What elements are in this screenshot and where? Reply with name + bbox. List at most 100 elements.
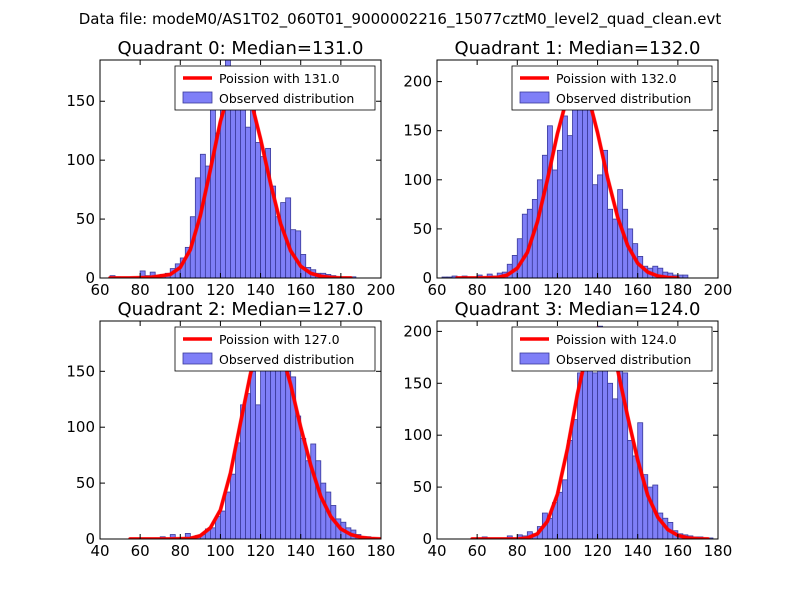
y-tick-label: 50 (76, 210, 95, 228)
histogram-bar (184, 533, 191, 539)
histogram-bar (265, 342, 272, 539)
subplot-quadrant-1: Quadrant 1: Median=132.0 60 80 100 120 140 160… (403, 38, 732, 299)
legend-label-poisson: Poission with 124.0 (556, 332, 677, 347)
legend-label-poisson: Poission with 127.0 (219, 332, 340, 347)
legend-bar-swatch (182, 91, 213, 104)
x-tick-label: 160 (286, 281, 315, 299)
axes-frame (99, 59, 382, 279)
histogram-bar (250, 370, 256, 539)
histogram-bar (235, 98, 241, 278)
x-tick-label: 80 (131, 281, 150, 299)
histogram-bar (300, 437, 307, 539)
x-tick-label: 180 (327, 281, 356, 299)
subplot-title: Quadrant 0: Median=131.0 (118, 38, 364, 59)
x-tick-label: 80 (468, 281, 487, 299)
x-tick-label: 100 (206, 542, 235, 560)
legend: Poission with 131.0 Observed distribution (174, 65, 376, 111)
x-tick-label: 100 (543, 542, 572, 560)
x-tick-label: 120 (246, 542, 275, 560)
figure-suptitle: Data file: modeM0/AS1T02_060T01_90000022… (79, 10, 722, 29)
x-tick-label: 140 (286, 542, 315, 560)
subplot-quadrant-0: Quadrant 0: Median=131.0 60 80 100 120 140 160… (66, 38, 395, 299)
x-tick-label: 120 (206, 281, 235, 299)
histogram-bar (557, 149, 563, 278)
x-tick-label: 200 (704, 281, 733, 299)
histogram-bar (245, 393, 251, 539)
histogram-bar (295, 415, 302, 539)
histogram-bar (541, 154, 548, 278)
axes-frame (436, 320, 719, 540)
histogram-bar (592, 184, 598, 278)
y-tick-label: 200 (403, 73, 432, 91)
histogram-bar (220, 510, 226, 539)
y-tick-label: 150 (66, 362, 95, 380)
y-tick-label: 0 (422, 269, 432, 287)
histogram-bar (577, 100, 583, 278)
histogram-bar (562, 479, 568, 539)
axes-frame (436, 59, 719, 279)
legend-bar-swatch (182, 352, 213, 365)
histogram-bar (597, 174, 603, 278)
x-tick-label: 40 (90, 542, 109, 560)
legend-bar-swatch (519, 91, 550, 104)
x-tick-label: 100 (503, 281, 532, 299)
histogram-bar (536, 179, 543, 278)
x-tick-label: 180 (704, 542, 733, 560)
x-tick-label: 140 (246, 281, 275, 299)
y-tick-label: 100 (66, 151, 95, 169)
histogram-bar (295, 230, 302, 278)
x-tick-label: 180 (664, 281, 693, 299)
x-tick-label: 40 (427, 542, 446, 560)
histogram-bar (270, 359, 277, 539)
x-tick-label: 120 (543, 281, 572, 299)
x-tick-label: 120 (583, 542, 612, 560)
y-tick-label: 100 (66, 418, 95, 436)
histogram-bar (602, 356, 609, 539)
x-tick-label: 140 (583, 281, 612, 299)
y-tick-label: 150 (403, 122, 432, 140)
histogram-bar (627, 439, 634, 539)
histogram-bar (557, 491, 563, 539)
x-tick-label: 60 (427, 281, 446, 299)
histogram-bar (546, 125, 553, 278)
histogram-bar (567, 439, 573, 539)
x-tick-label: 160 (623, 281, 652, 299)
y-tick-label: 0 (85, 269, 95, 287)
x-tick-label: 200 (367, 281, 396, 299)
histogram-bar (587, 346, 593, 539)
histogram-bar (225, 491, 231, 539)
histogram-bar (320, 482, 327, 539)
x-tick-label: 60 (90, 281, 109, 299)
legend-label-observed: Observed distribution (219, 91, 354, 106)
y-tick-label: 50 (413, 220, 432, 238)
histogram-bar (310, 443, 317, 539)
subplot-quadrant-3: Quadrant 3: Median=124.0 40 60 80 100 120 140 1… (403, 299, 732, 560)
subplot-title: Quadrant 1: Median=132.0 (455, 38, 701, 59)
legend: Poission with 124.0 Observed distribution (511, 326, 713, 372)
histogram-bar (607, 208, 614, 278)
histogram-bar (521, 213, 528, 278)
histogram-bar (572, 419, 578, 539)
subplot-grid: Quadrant 0: Median=131.0 60 80 100 120 140 160… (66, 38, 732, 560)
x-tick-label: 180 (367, 542, 396, 560)
histogram-bar (245, 126, 251, 278)
legend: Poission with 132.0 Observed distribution (511, 65, 713, 111)
x-tick-label: 60 (468, 542, 487, 560)
y-tick-label: 0 (85, 530, 95, 548)
y-tick-label: 200 (403, 322, 432, 340)
x-tick-label: 80 (508, 542, 527, 560)
histogram-bar (305, 460, 312, 539)
subplot-title: Quadrant 3: Median=124.0 (455, 299, 701, 320)
histogram-bar (255, 404, 261, 539)
legend-label-poisson: Poission with 132.0 (556, 71, 677, 86)
histogram-bar (632, 455, 639, 539)
x-tick-label: 140 (623, 542, 652, 560)
histogram-bar (255, 142, 261, 278)
histogram-bar (235, 442, 241, 539)
histogram-bar (567, 135, 573, 278)
histogram-bar (592, 372, 598, 539)
y-tick-label: 0 (422, 530, 432, 548)
y-tick-label: 150 (403, 374, 432, 392)
y-tick-label: 50 (413, 478, 432, 496)
histogram-bar (612, 398, 619, 539)
